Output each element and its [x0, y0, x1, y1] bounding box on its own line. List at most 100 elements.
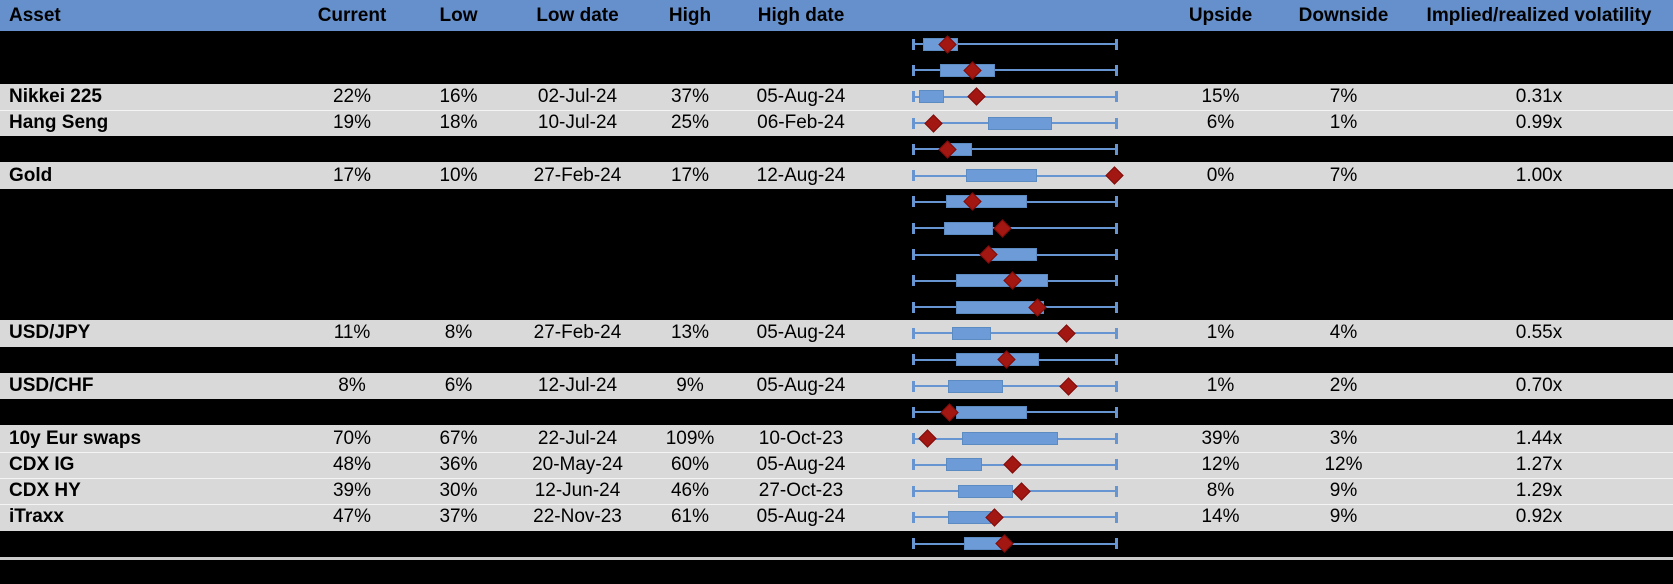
whisker-right-cap [1115, 38, 1118, 50]
cell-low [402, 241, 515, 267]
cell-implied [1405, 31, 1673, 57]
range-boxplot [862, 136, 1159, 162]
cell-downside [1282, 268, 1405, 294]
cell-low [402, 136, 515, 162]
cell-high [640, 268, 740, 294]
cell-implied: 0.70x [1515, 375, 1563, 396]
cell-low [402, 347, 515, 373]
whisker-left-cap [912, 538, 915, 550]
asset-name: Nikkei 225 [9, 85, 102, 107]
range-boxplot [862, 162, 1159, 188]
cell-low-date [515, 241, 640, 267]
table-row: 10y Eur swaps 70% 67% 22-Jul-24 109% 10-… [0, 425, 1673, 452]
range-box [943, 221, 993, 235]
whisker-right-cap [1115, 249, 1118, 261]
cell-current [302, 347, 402, 373]
cell-upside [1159, 531, 1282, 557]
whisker-right-cap [1115, 511, 1118, 523]
whisker-line [913, 542, 1117, 545]
cell-upside: 1% [1206, 322, 1235, 344]
range-boxplot [862, 31, 1159, 57]
column-header-low: Low [439, 4, 478, 26]
cell-high: 9% [676, 375, 704, 396]
cell-low-date [515, 57, 640, 83]
asset-name [0, 189, 302, 215]
cell-high-date [740, 294, 862, 320]
cell-high: 46% [670, 480, 710, 502]
table-row [0, 188, 1673, 216]
cell-low: 6% [444, 375, 473, 396]
asset-name: CDX IG [9, 453, 75, 475]
range-boxplot [862, 425, 1159, 451]
asset-name: 10y Eur swaps [9, 427, 142, 449]
whisker-right-cap [1115, 485, 1118, 497]
cell-downside [1282, 215, 1405, 241]
whisker-right-cap [1115, 354, 1118, 366]
cell-implied [1405, 399, 1673, 425]
cell-current: 22% [332, 85, 372, 107]
cell-current [302, 136, 402, 162]
cell-upside [1159, 189, 1282, 215]
cell-downside: 7% [1329, 164, 1358, 186]
cell-upside [1159, 215, 1282, 241]
asset-name [0, 294, 302, 320]
cell-low [402, 215, 515, 241]
cell-high: 37% [670, 85, 710, 107]
cell-upside [1159, 31, 1282, 57]
cell-low [402, 189, 515, 215]
cell-high [640, 31, 740, 57]
column-header-upside: Upside [1188, 4, 1253, 26]
cell-implied: 1.27x [1515, 453, 1563, 475]
cell-high [640, 399, 740, 425]
cell-low-date: 20-May-24 [532, 453, 623, 475]
table-row: Nikkei 225 22% 16% 02-Jul-24 37% 05-Aug-… [0, 83, 1673, 110]
cell-low: 67% [439, 427, 478, 449]
whisker-left-cap [912, 91, 915, 103]
diamond-marker-icon [993, 219, 1012, 238]
table-row [0, 399, 1673, 426]
cell-implied: 1.00x [1515, 164, 1563, 186]
cell-low-date [515, 294, 640, 320]
cell-upside: 0% [1206, 164, 1235, 186]
cell-upside [1159, 347, 1282, 373]
table-row: iTraxx 47% 37% 22-Nov-23 61% 05-Aug-24 1… [0, 504, 1673, 531]
range-boxplot [862, 84, 1159, 110]
range-box [945, 458, 983, 472]
cell-high-date: 05-Aug-24 [756, 375, 846, 396]
asset-name [0, 57, 302, 83]
cell-high-date [740, 136, 862, 162]
cell-low [402, 531, 515, 557]
cell-current: 11% [333, 322, 371, 344]
cell-high-date [740, 347, 862, 373]
whisker-left-cap [912, 354, 915, 366]
whisker-right-cap [1115, 196, 1118, 208]
cell-current: 19% [332, 112, 372, 134]
cell-high-date: 05-Aug-24 [756, 506, 846, 528]
diamond-marker-icon [918, 429, 937, 448]
table-row: CDX IG 48% 36% 20-May-24 60% 05-Aug-24 1… [0, 451, 1673, 479]
cell-downside [1282, 189, 1405, 215]
cell-current: 48% [332, 453, 372, 475]
range-box [957, 484, 1013, 498]
range-boxplot [862, 531, 1159, 557]
range-box [947, 379, 1003, 393]
cell-downside: 9% [1329, 506, 1358, 528]
table-row [0, 241, 1673, 268]
cell-downside: 1% [1329, 112, 1358, 134]
cell-current [302, 57, 402, 83]
cell-high-date [740, 31, 862, 57]
cell-high-date: 05-Aug-24 [756, 85, 846, 107]
cell-implied: 1.29x [1515, 480, 1563, 502]
whisker-line [913, 95, 1117, 98]
range-box [945, 195, 1028, 209]
diamond-marker-icon [924, 113, 943, 133]
asset-name: USD/JPY [9, 322, 91, 344]
range-boxplot [862, 399, 1159, 425]
cell-downside [1282, 241, 1405, 267]
table-row [0, 31, 1673, 58]
cell-downside [1282, 31, 1405, 57]
range-boxplot [862, 110, 1159, 136]
whisker-line [913, 227, 1117, 230]
cell-low-date [515, 531, 640, 557]
